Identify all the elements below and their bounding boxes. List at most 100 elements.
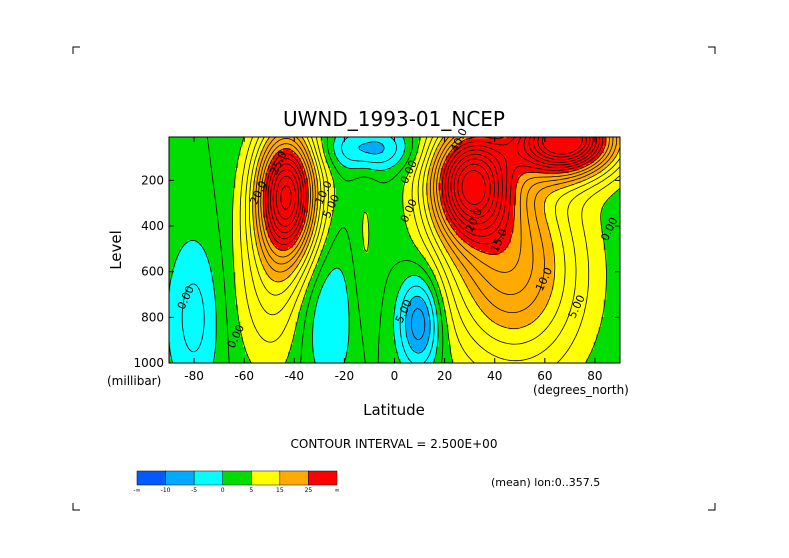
contour-fill-band (172, 272, 214, 276)
contour-fill-band (596, 173, 620, 176)
contour-fill-band (315, 361, 344, 363)
contour-fill-band (611, 195, 620, 199)
contour-fill-band (470, 292, 552, 296)
contour-fill-band (275, 245, 294, 248)
contour-fill-band (318, 262, 429, 266)
contour-fill-band (440, 180, 519, 184)
contour-fill-band (333, 212, 364, 216)
contour-fill-band (405, 326, 432, 330)
contour-fill-band (405, 140, 419, 144)
contour-fill-band (450, 351, 592, 355)
contour-fill-band (546, 200, 607, 204)
contour-fill-band (169, 168, 236, 171)
contour-fill-band (443, 242, 469, 246)
contour-fill-band (318, 192, 337, 196)
contour-fill-band (320, 252, 422, 256)
contour-fill-band (403, 195, 429, 199)
contour-fill-band (393, 317, 407, 320)
contour-fill-band (606, 294, 620, 298)
contour-fill-band (308, 284, 324, 288)
contour-fill-band (330, 168, 372, 171)
contour-fill-band (473, 297, 549, 301)
contour-fill-band (328, 274, 344, 278)
contour-fill-band (237, 317, 299, 320)
contour-fill-band (440, 197, 517, 201)
contour-fill-band (232, 200, 254, 204)
contour-fill-band (438, 187, 517, 191)
contour-fill-band (313, 334, 349, 338)
contour-fill-band (553, 277, 607, 281)
contour-fill-band (443, 163, 590, 166)
contour-fill-band (305, 250, 321, 253)
contour-fill-band (448, 339, 597, 343)
contour-fill-band (215, 329, 241, 333)
contour-fill-band (303, 254, 321, 258)
contour-fill-band (450, 346, 595, 350)
contour-fill-band (215, 339, 244, 343)
contour-fill-band (408, 341, 429, 345)
contour-fill-band (601, 212, 620, 216)
contour-fill-band (260, 155, 274, 159)
contour-fill-band (348, 322, 394, 325)
contour-fill-band (428, 312, 437, 315)
contour-line (270, 137, 597, 234)
contour-fill-band (608, 163, 620, 166)
contour-fill-band (513, 217, 547, 221)
contour-fill-band (169, 257, 179, 261)
contour-fill-band (265, 220, 306, 224)
contour-fill-band (410, 346, 427, 350)
contour-fill-band (606, 284, 620, 288)
contour-fill-band (232, 192, 254, 196)
contour-fill-band (172, 267, 211, 271)
contour-fill-band (440, 200, 517, 204)
contour-fill-band (616, 190, 620, 194)
contour-fill-band (460, 274, 555, 278)
contour-fill-band (363, 143, 384, 147)
contour-fill-band (553, 264, 607, 268)
contour-fill-band (252, 185, 264, 189)
contour-fill-band (425, 185, 439, 189)
contour-fill-band (430, 319, 439, 323)
contour-fill-band (298, 264, 316, 268)
contour-fill-band (328, 230, 364, 234)
contour-fill-band (335, 197, 404, 201)
contour-fill-band (290, 148, 309, 152)
contour-fill-band (272, 158, 301, 161)
contour-fill-band (237, 155, 261, 159)
contour-fill-band (325, 240, 364, 243)
contour-fill-band (232, 202, 254, 206)
contour-fill-band (601, 220, 620, 224)
contour-fill-band (393, 326, 407, 330)
contour-fill-band (252, 187, 264, 191)
contour-fill-band (440, 138, 467, 142)
contour-fill-band (232, 242, 256, 246)
contour-fill-band (405, 177, 429, 181)
contour-fill-band (267, 138, 304, 142)
contour-fill-band (553, 269, 607, 273)
contour-fill-band (616, 155, 620, 159)
contour-fill-band (169, 140, 244, 144)
contour-fill-band (169, 143, 244, 147)
contour-fill-band (318, 195, 337, 199)
contour-fill-band (169, 217, 234, 221)
contour-fill-band (169, 259, 176, 263)
contour-fill-band (232, 254, 261, 258)
contour-fill-band (606, 259, 620, 263)
contour-fill-band (405, 319, 432, 323)
contour-line (358, 141, 431, 354)
contour-fill-band (169, 202, 234, 206)
contour-fill-band (169, 329, 216, 333)
contour-fill-band (551, 232, 605, 236)
contour-fill-band (242, 137, 271, 139)
contour-fill-band (435, 274, 462, 278)
contour-fill-band (430, 324, 439, 328)
contour-fill-band (443, 297, 474, 301)
contour-fill-band (478, 304, 547, 308)
contour-fill-band (257, 252, 306, 256)
contour-fill-band (318, 200, 334, 204)
contour-fill-band (455, 232, 512, 236)
contour-fill-band (603, 304, 620, 308)
contour-fill-band (335, 190, 404, 194)
y-tick-label: 200 (141, 173, 164, 187)
contour-fill-band (310, 237, 326, 241)
